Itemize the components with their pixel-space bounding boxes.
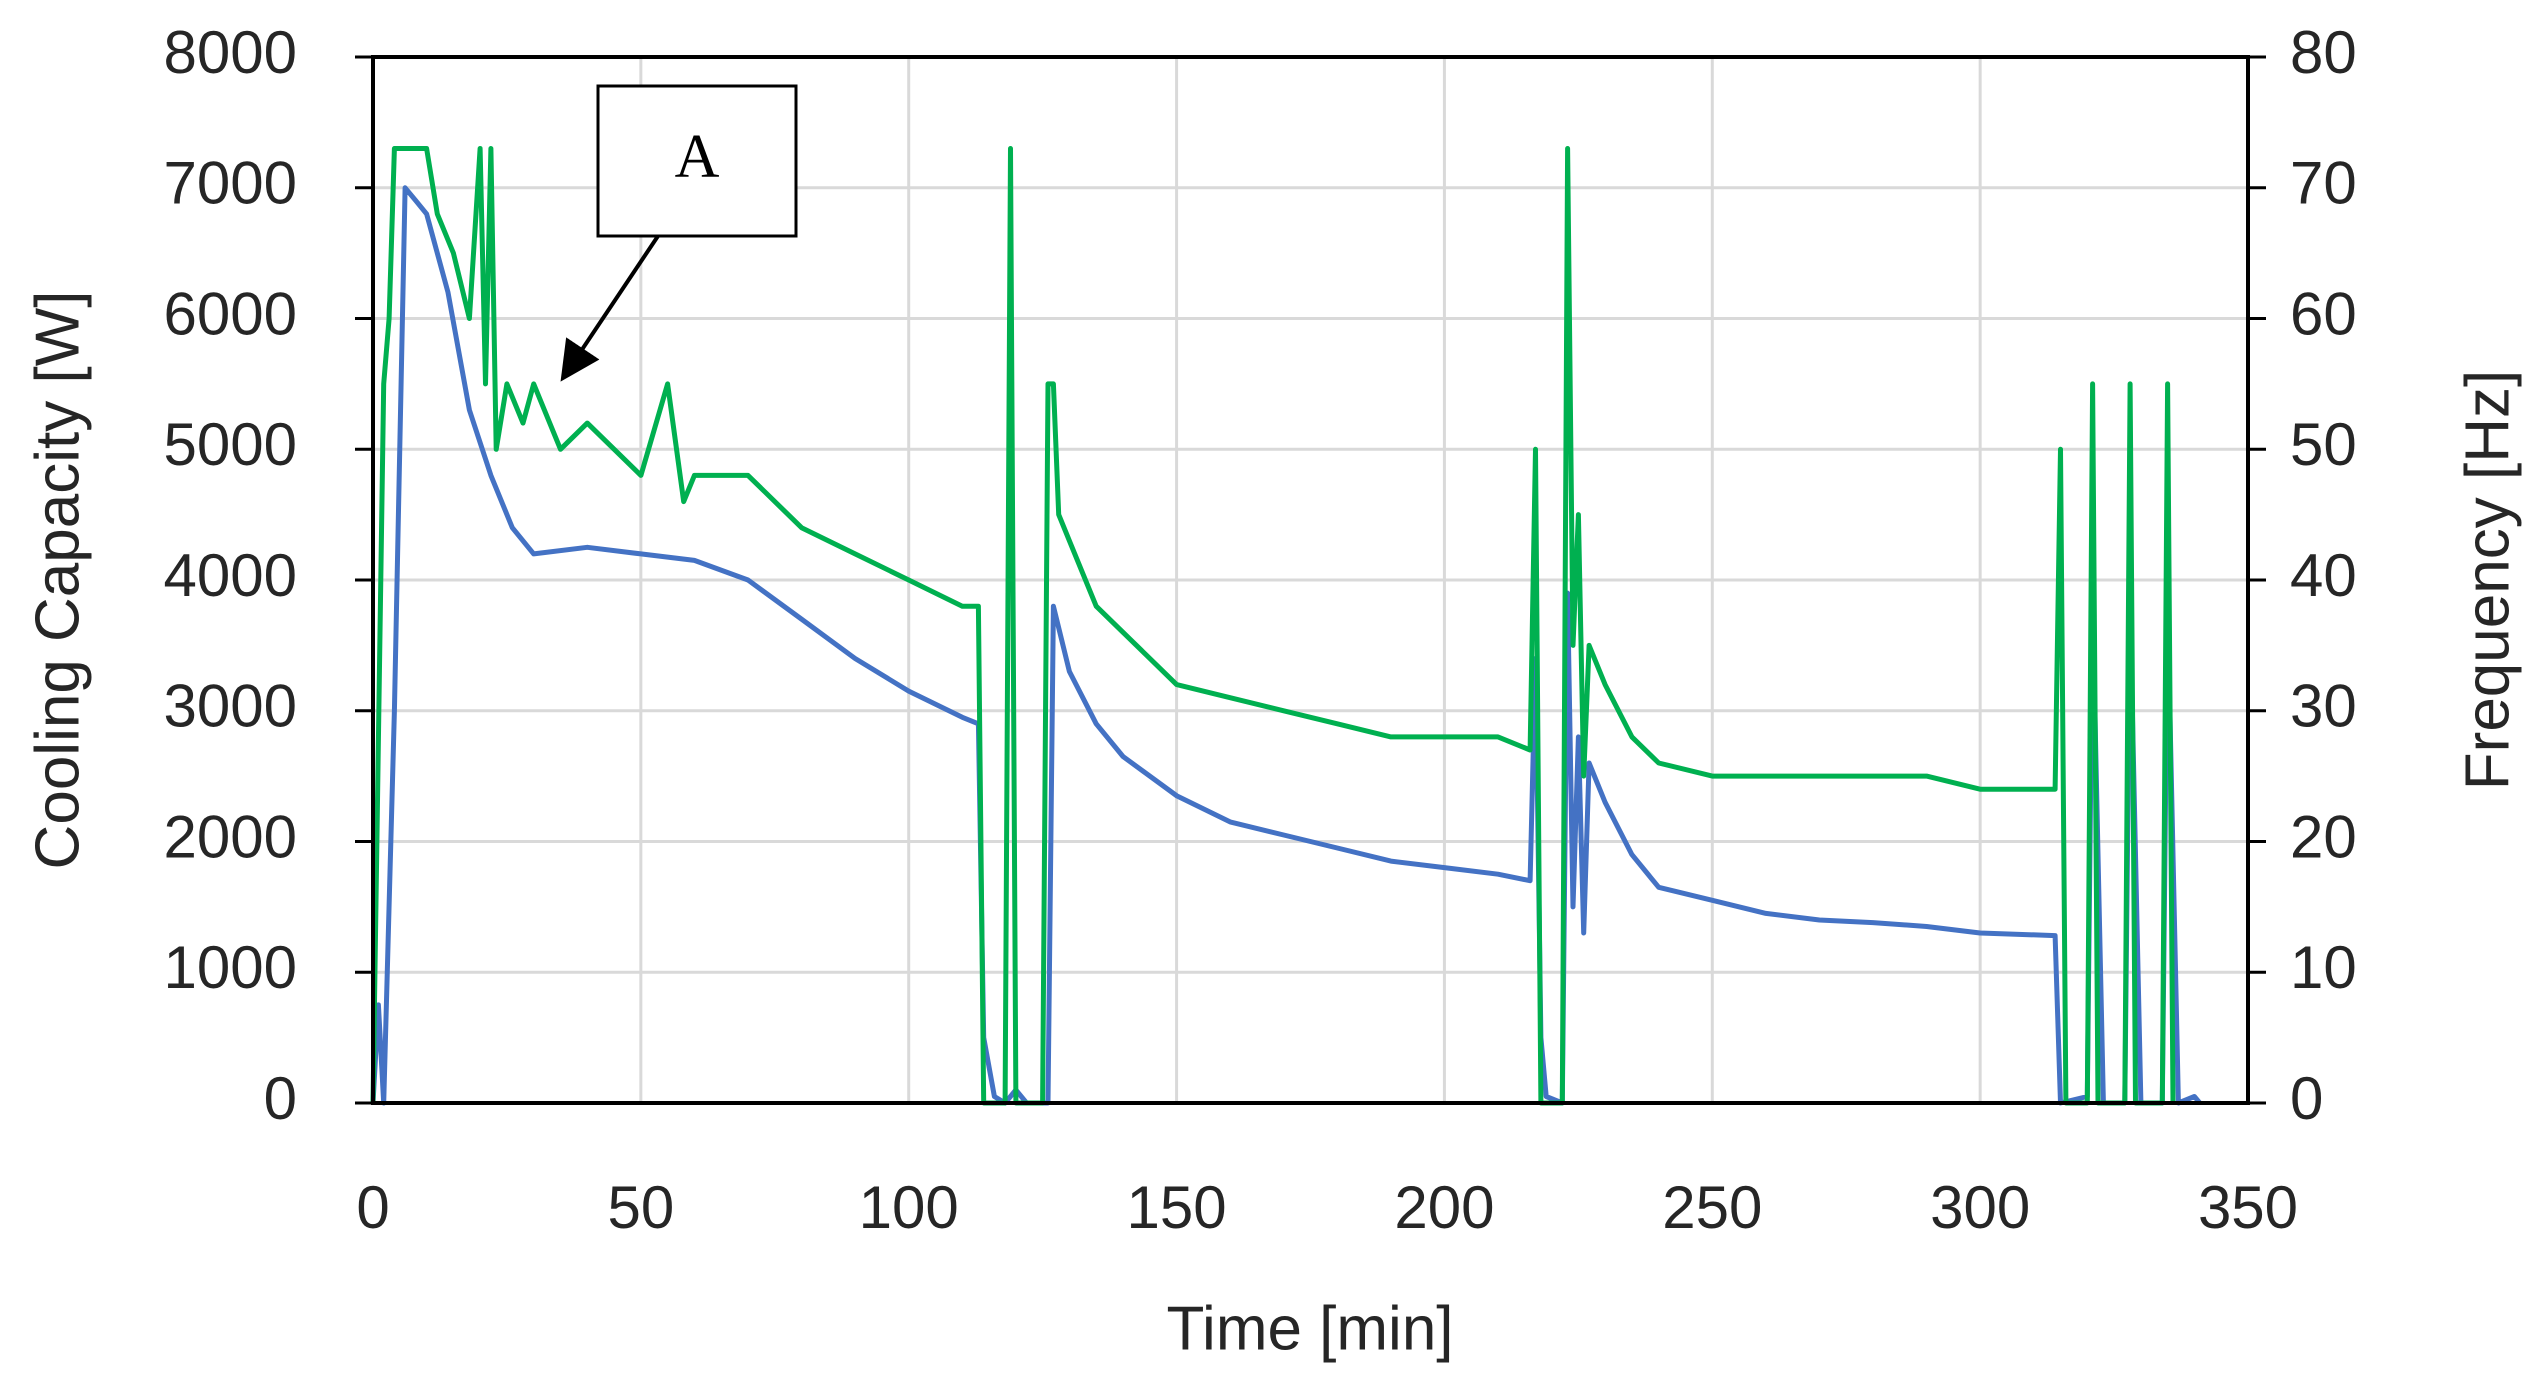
y-tick-label: 0 bbox=[264, 1065, 297, 1132]
annotation-box bbox=[596, 84, 798, 238]
y-tick-label: 5000 bbox=[164, 411, 297, 478]
x-tick-label: 250 bbox=[1662, 1174, 1762, 1241]
x-tick-label: 0 bbox=[356, 1174, 389, 1241]
y-tick-label: 3000 bbox=[164, 673, 297, 740]
x-tick-label: 350 bbox=[2198, 1174, 2298, 1241]
y-axis-title: Cooling Capacity [W] bbox=[23, 291, 92, 870]
y-tick-label: 6000 bbox=[164, 280, 297, 347]
y2-tick-label: 40 bbox=[2290, 542, 2357, 609]
y-tick-label: 2000 bbox=[164, 803, 297, 870]
annotation-text: A bbox=[675, 123, 720, 191]
y2-axis-title: Frequency [Hz] bbox=[2453, 370, 2522, 790]
x-tick-label: 50 bbox=[607, 1174, 674, 1241]
y-tick-label: 7000 bbox=[164, 150, 297, 217]
annotation-arrow bbox=[560, 234, 660, 382]
y2-tick-label: 0 bbox=[2290, 1065, 2323, 1132]
y-tick-label: 8000 bbox=[164, 19, 297, 86]
series-group bbox=[370, 146, 2202, 1106]
y2-tick-label: 10 bbox=[2290, 934, 2357, 1001]
y-tick-label: 4000 bbox=[164, 542, 297, 609]
y2-tick-label: 20 bbox=[2290, 803, 2357, 870]
series-line bbox=[370, 185, 2202, 1106]
y2-tick-label: 60 bbox=[2290, 280, 2357, 347]
y2-tick-label: 70 bbox=[2290, 150, 2357, 217]
x-tick-label: 200 bbox=[1394, 1174, 1494, 1241]
x-tick-label: 300 bbox=[1930, 1174, 2030, 1241]
y2-tick-label: 50 bbox=[2290, 411, 2357, 478]
y2-tick-label: 80 bbox=[2290, 19, 2357, 86]
y-tick-label: 1000 bbox=[164, 934, 297, 1001]
x-tick-label: 100 bbox=[859, 1174, 959, 1241]
x-tick-label: 150 bbox=[1127, 1174, 1227, 1241]
series-line bbox=[370, 146, 2176, 1106]
y2-tick-label: 30 bbox=[2290, 673, 2357, 740]
x-axis-title: Time [min] bbox=[1166, 1294, 1453, 1363]
